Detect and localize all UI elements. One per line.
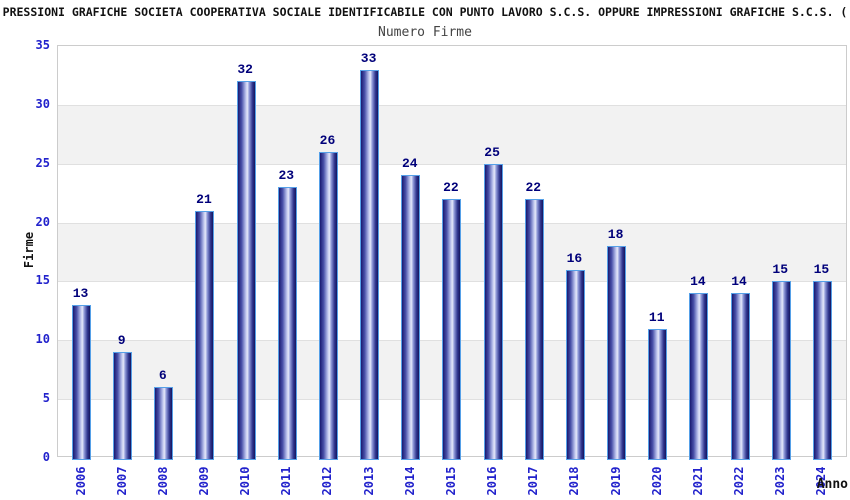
- value-label: 6: [158, 368, 167, 384]
- bar-2022: [730, 293, 750, 460]
- value-label: 32: [237, 62, 253, 78]
- bar-2018: [565, 269, 585, 460]
- bar-2016: [483, 163, 503, 460]
- bar-2010: [236, 81, 256, 460]
- x-tick-2008: 2008: [155, 466, 170, 496]
- x-tick-2012: 2012: [320, 466, 335, 496]
- x-axis-title: Anno: [816, 477, 848, 492]
- value-label: 26: [319, 132, 336, 148]
- value-label: 14: [690, 274, 706, 290]
- y-tick-15: 15: [35, 273, 50, 288]
- y-axis-title: Firme: [22, 231, 36, 269]
- x-tick-2019: 2019: [608, 466, 623, 496]
- x-tick-2010: 2010: [238, 466, 253, 496]
- value-label: 13: [72, 285, 89, 301]
- bar-2011: [277, 187, 297, 460]
- value-label: 16: [566, 250, 583, 266]
- value-label: 15: [813, 262, 830, 278]
- value-label: 25: [484, 144, 500, 160]
- bar-2023: [771, 281, 791, 460]
- y-tick-25: 25: [35, 155, 50, 170]
- value-label: 33: [360, 50, 377, 66]
- x-tick-2021: 2021: [690, 466, 705, 496]
- value-label: 14: [731, 274, 747, 290]
- x-tick-2023: 2023: [773, 466, 788, 496]
- bar-2012: [318, 151, 338, 460]
- value-label: 22: [443, 180, 459, 196]
- bar-2019: [607, 246, 627, 460]
- chart-title: PRESSIONI GRAFICHE SOCIETA COOPERATIVA S…: [2, 5, 848, 19]
- bar-2006: [72, 304, 91, 460]
- bar-2014: [401, 175, 421, 460]
- y-tick-35: 35: [35, 38, 50, 52]
- value-label: 24: [401, 156, 418, 172]
- bar-2008: [154, 387, 174, 460]
- bar-2007: [113, 352, 133, 460]
- bar-2013: [360, 69, 380, 460]
- value-label: 21: [196, 191, 212, 207]
- x-tick-2013: 2013: [361, 466, 376, 496]
- y-tick-20: 20: [35, 214, 50, 229]
- x-tick-2020: 2020: [649, 466, 664, 496]
- y-tick-10: 10: [35, 332, 50, 347]
- bar-2021: [689, 293, 709, 460]
- gridline: [58, 104, 846, 106]
- x-tick-2017: 2017: [526, 466, 541, 496]
- bar-2020: [648, 328, 668, 460]
- value-label: 9: [117, 333, 126, 349]
- bar-2009: [195, 210, 215, 460]
- value-label: 22: [525, 180, 542, 196]
- x-tick-2015: 2015: [443, 466, 458, 496]
- value-label: 11: [648, 309, 665, 325]
- plot-area: [57, 45, 847, 460]
- x-tick-2022: 2022: [732, 466, 747, 496]
- x-tick-2011: 2011: [279, 466, 294, 496]
- x-tick-2018: 2018: [567, 466, 582, 496]
- x-tick-2006: 2006: [73, 466, 88, 496]
- chart-subtitle: Numero Firme: [378, 25, 472, 40]
- value-label: 15: [772, 262, 789, 278]
- x-tick-2014: 2014: [402, 466, 417, 496]
- gray-band: [58, 104, 846, 164]
- y-tick-0: 0: [42, 450, 50, 464]
- value-label: 18: [607, 227, 624, 243]
- x-tick-2016: 2016: [485, 466, 500, 496]
- bar-2015: [442, 199, 462, 460]
- bar-2024: [812, 281, 832, 460]
- y-tick-5: 5: [42, 391, 50, 406]
- value-label: 23: [278, 168, 295, 184]
- gridline: [58, 163, 846, 165]
- x-tick-2009: 2009: [196, 466, 211, 496]
- bar-2017: [524, 199, 544, 460]
- x-tick-2007: 2007: [114, 466, 129, 496]
- y-tick-30: 30: [35, 96, 50, 111]
